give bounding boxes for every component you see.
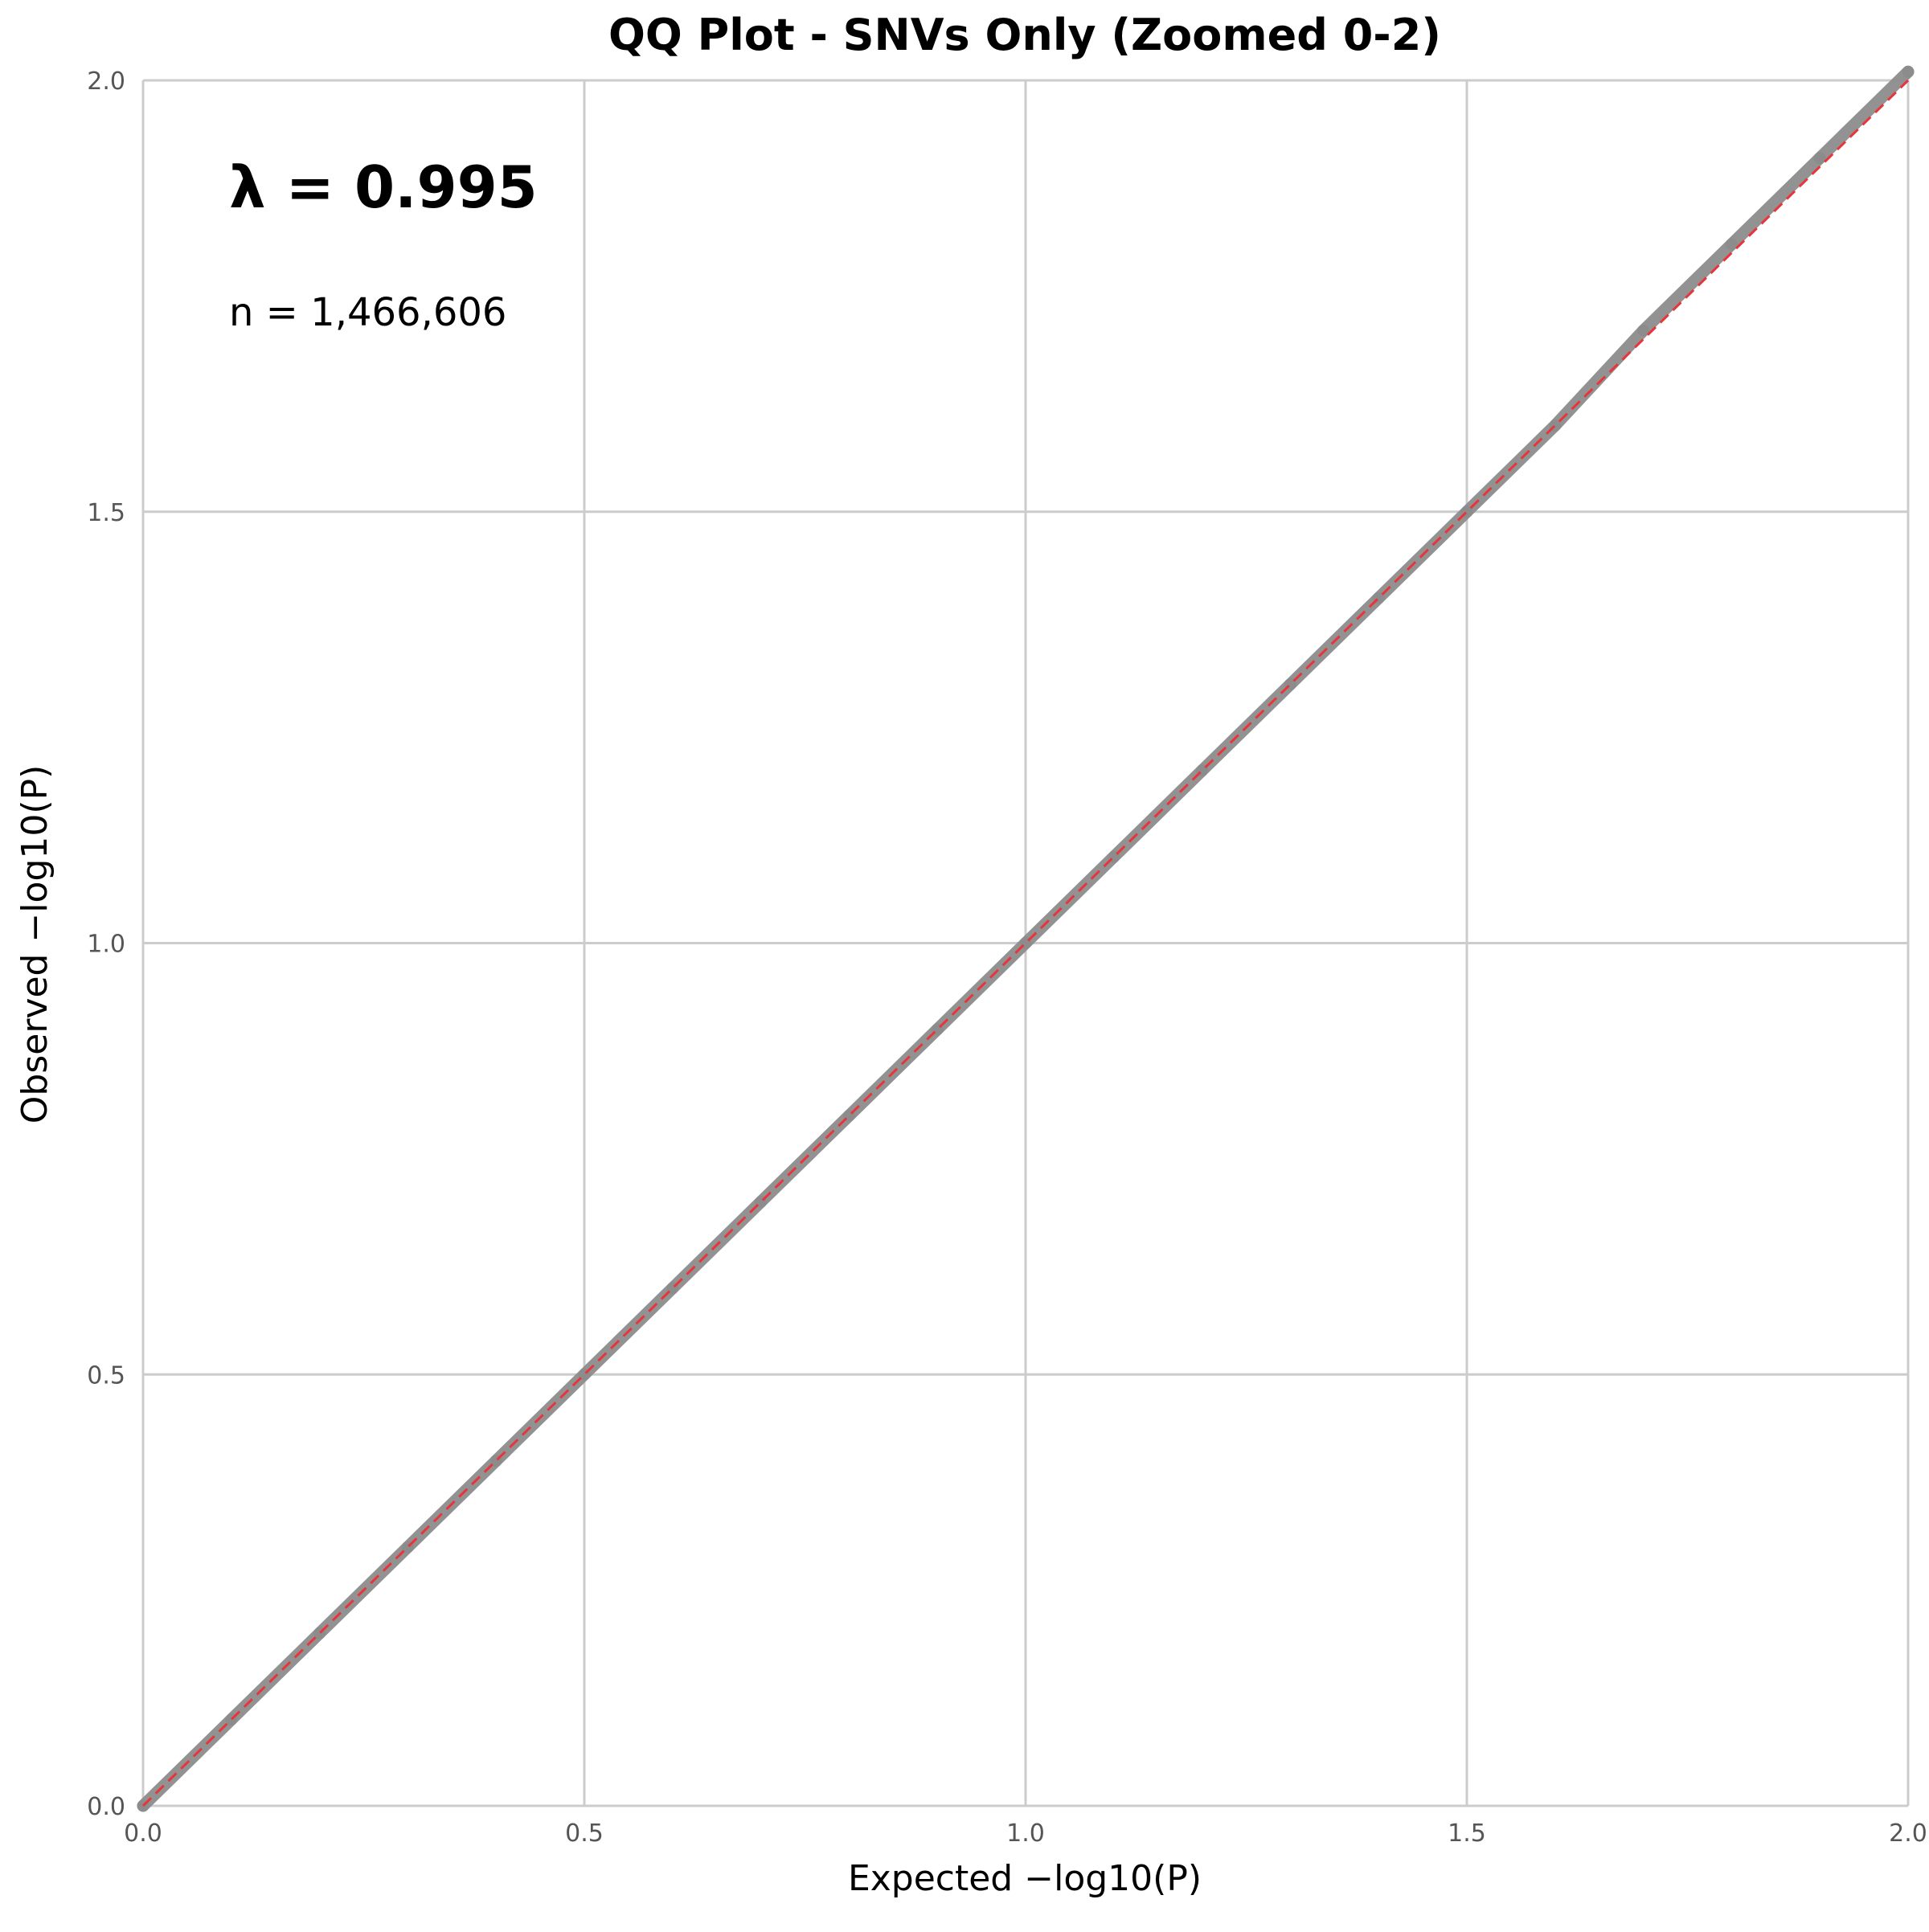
lambda-annotation: λ = 0.995 [229, 153, 538, 221]
y-axis-title: Observed −log10(P) [14, 765, 55, 1124]
observed-point [1813, 152, 1826, 165]
data-layer [137, 65, 1915, 1812]
x-tick-label: 1.0 [1006, 1819, 1045, 1848]
observed-point [1902, 65, 1915, 78]
chart-title: QQ Plot - SNVs Only (Zoomed 0-2) [608, 10, 1441, 60]
sample-size-annotation: n = 1,466,606 [229, 290, 506, 335]
plot-frame [141, 80, 1908, 1807]
y-tick-label: 1.0 [87, 931, 125, 959]
y-tick-label: 1.5 [87, 499, 125, 527]
x-tick-label: 1.5 [1448, 1819, 1486, 1848]
x-tick-label: 0.5 [565, 1819, 604, 1848]
y-tick-label: 2.0 [87, 68, 125, 96]
expected-diagonal-line [141, 79, 1910, 1807]
x-axis-title: Expected −log10(P) [848, 1858, 1202, 1899]
tick-labels: 0.0 0.5 1.0 1.5 2.0 0.0 0.5 1.0 1.5 2.0 [87, 68, 1927, 1848]
observed-point [1637, 324, 1650, 337]
x-tick-label: 2.0 [1889, 1819, 1927, 1848]
observed-point [1725, 238, 1738, 251]
y-tick-label: 0.5 [87, 1361, 125, 1390]
x-tick-label: 0.0 [124, 1819, 162, 1848]
y-tick-label: 0.0 [87, 1793, 125, 1821]
